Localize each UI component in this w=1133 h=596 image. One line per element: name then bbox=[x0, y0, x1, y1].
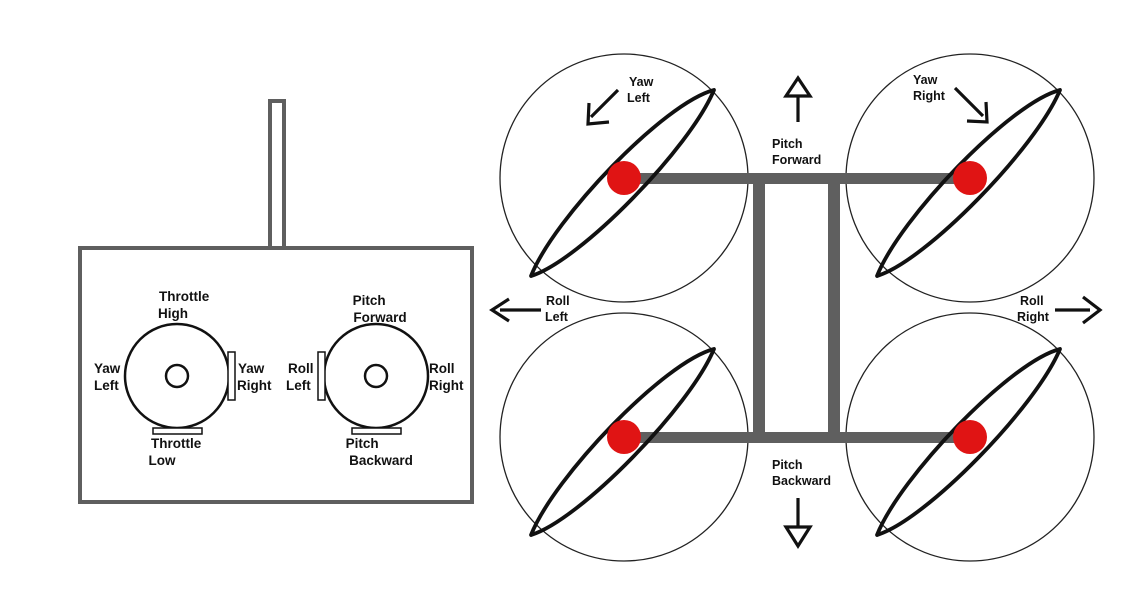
label-yaw-right: Yaw Right bbox=[237, 361, 272, 393]
controller-antenna bbox=[268, 99, 286, 251]
label-pitch-forward: Pitch Forward bbox=[353, 293, 407, 325]
motor-hub-rear-right bbox=[953, 420, 987, 454]
left-stick-vertical-trim[interactable] bbox=[227, 351, 236, 401]
label-roll-right: Roll Right bbox=[429, 361, 464, 393]
right-stick[interactable]: Pitch Forward Pitch Backward Roll Left R… bbox=[286, 293, 464, 468]
label-roll-left: Roll Left bbox=[286, 361, 317, 393]
right-stick-horizontal-trim[interactable] bbox=[351, 427, 402, 435]
frame-rear-arm bbox=[624, 432, 970, 443]
motor-hub-front-right bbox=[953, 161, 987, 195]
frame bbox=[624, 173, 970, 443]
right-stick-vertical-trim[interactable] bbox=[317, 351, 326, 401]
left-stick-horizontal-trim[interactable] bbox=[152, 427, 203, 435]
frame-left-rail bbox=[753, 173, 765, 443]
left-stick[interactable]: Throttle High Throttle Low Yaw Left Yaw … bbox=[94, 289, 272, 468]
rc-controller: Throttle High Throttle Low Yaw Left Yaw … bbox=[78, 99, 474, 504]
arrow-yaw-right-icon bbox=[953, 86, 989, 124]
quad-label-yaw-left: Yaw Left bbox=[627, 75, 657, 105]
label-yaw-left: Yaw Left bbox=[94, 361, 124, 393]
quad-label-pitch-backward: Pitch Backward bbox=[772, 458, 831, 488]
label-throttle-low: Throttle Low bbox=[149, 436, 206, 468]
motor-hub-rear-left bbox=[607, 420, 641, 454]
quadcopter: Yaw Left Yaw Right Pitch Forward Pitch B… bbox=[489, 53, 1103, 562]
frame-right-rail bbox=[828, 173, 840, 443]
arrow-roll-right-icon bbox=[1055, 295, 1103, 325]
arrow-pitch-forward-icon bbox=[783, 75, 813, 122]
quad-label-roll-left: Roll Left bbox=[545, 294, 573, 324]
arrow-yaw-left-icon bbox=[586, 88, 620, 126]
label-pitch-backward: Pitch Backward bbox=[346, 436, 413, 468]
frame-front-arm bbox=[624, 173, 970, 184]
right-stick-knob[interactable] bbox=[363, 363, 389, 389]
quad-label-yaw-right: Yaw Right bbox=[913, 73, 946, 103]
arrow-roll-left-icon bbox=[489, 297, 541, 323]
arrow-pitch-backward-icon bbox=[783, 498, 813, 549]
left-stick-knob[interactable] bbox=[164, 363, 190, 389]
quad-label-pitch-forward: Pitch Forward bbox=[772, 137, 821, 167]
motor-hub-front-left bbox=[607, 161, 641, 195]
quad-label-roll-right: Roll Right bbox=[1017, 294, 1050, 324]
label-throttle-high: Throttle High bbox=[158, 289, 213, 321]
